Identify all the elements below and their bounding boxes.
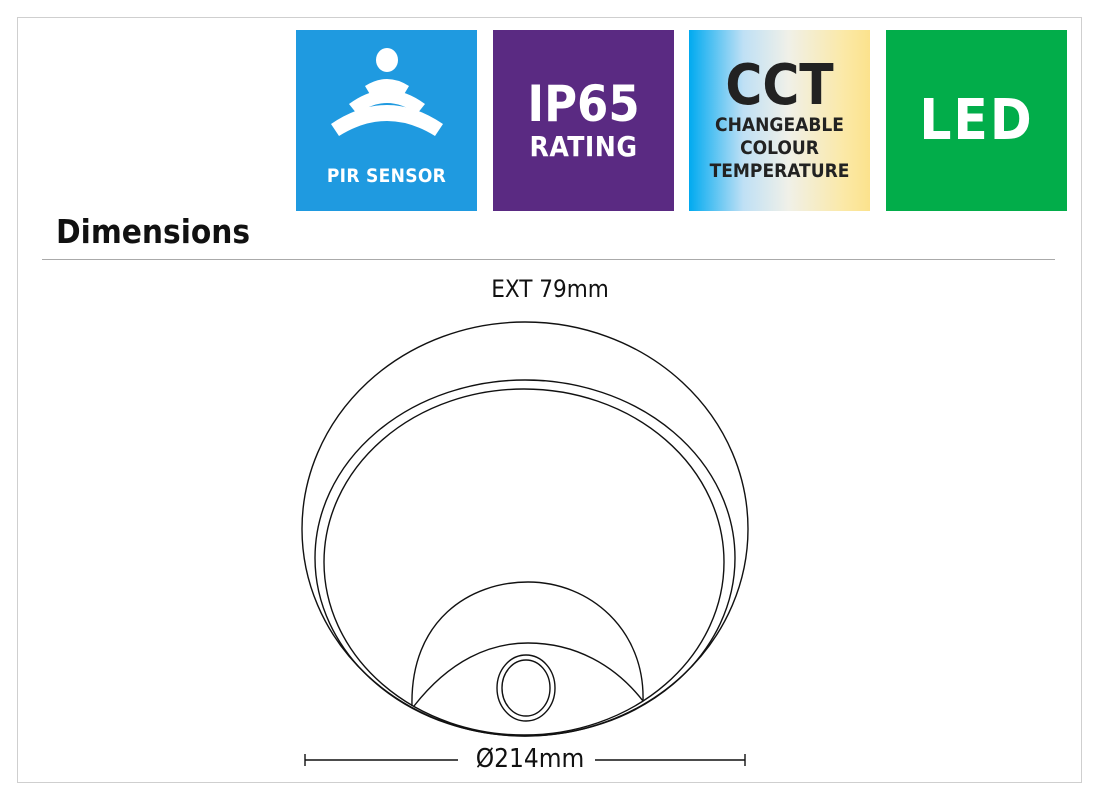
- motion-sensor-waves-icon: [330, 47, 443, 136]
- cct-line-2: COLOUR: [740, 137, 819, 159]
- led-title: LED: [919, 88, 1034, 153]
- cct-line-3: TEMPERATURE: [709, 160, 850, 182]
- outer-housing-outline: [301, 321, 749, 737]
- cct-badge: CCT CHANGEABLE COLOUR TEMPERATURE: [689, 30, 870, 211]
- ip65-title: IP65: [527, 75, 640, 133]
- sensor-dome-inner-arc: [413, 642, 644, 707]
- diameter-label: Ø214mm: [475, 744, 585, 774]
- led-badge: LED: [886, 30, 1067, 211]
- ip65-subtitle: RATING: [529, 130, 638, 163]
- rim-outline: [314, 379, 736, 737]
- sensor-lens-outer: [496, 654, 556, 722]
- image-frame: [17, 17, 1082, 783]
- section-title: Dimensions: [56, 212, 251, 251]
- ip65-badge: IP65 RATING: [493, 30, 674, 211]
- divider: [42, 259, 1055, 260]
- cct-title: CCT: [725, 53, 834, 118]
- diffuser-outline: [323, 388, 725, 736]
- sensor-lens-inner: [501, 659, 551, 717]
- cct-line-1: CHANGEABLE: [715, 114, 844, 136]
- pir-sensor-badge: PIR SENSOR: [296, 30, 477, 211]
- depth-label: EXT 79mm: [491, 275, 609, 303]
- pir-sensor-label: PIR SENSOR: [326, 165, 447, 187]
- sensor-dome-outer-arc: [411, 581, 644, 707]
